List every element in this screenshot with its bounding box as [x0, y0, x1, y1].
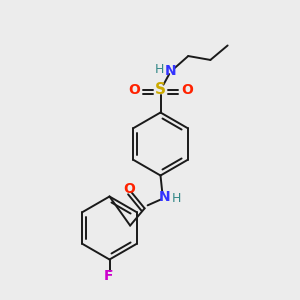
Text: N: N — [158, 190, 170, 204]
Text: O: O — [181, 83, 193, 97]
Text: S: S — [155, 82, 166, 98]
Text: O: O — [128, 83, 140, 97]
Text: H: H — [171, 192, 181, 205]
Text: H: H — [155, 63, 164, 76]
Text: O: O — [123, 182, 135, 196]
Text: F: F — [104, 269, 113, 283]
Text: N: N — [165, 64, 177, 77]
